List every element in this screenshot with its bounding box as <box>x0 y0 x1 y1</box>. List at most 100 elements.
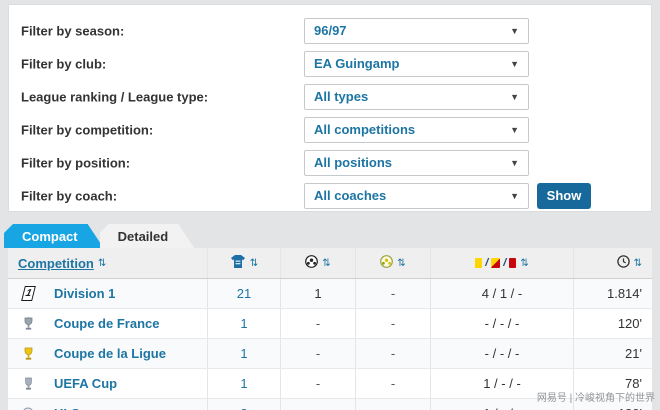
minutes-column-header: ⇅ <box>573 248 652 278</box>
appearances-cell[interactable]: 2 <box>207 399 280 410</box>
filter-row-competition: Filter by competition: All competitions … <box>9 113 651 146</box>
league-type-select[interactable]: All types ▼ <box>304 83 529 110</box>
cards-cell: 1 / - / - <box>430 369 573 398</box>
cards-cell: 4 / 1 / - <box>430 279 573 308</box>
position-select[interactable]: All positions ▼ <box>304 149 529 176</box>
tab-compact[interactable]: Compact <box>4 224 104 248</box>
filter-row-season: Filter by season: 96/97 ▼ <box>9 14 651 47</box>
netease-watermark: 网易号 | 冷峻视角下的世界 <box>536 393 655 404</box>
card-separator: / <box>503 257 507 269</box>
sort-icon[interactable]: ⇅ <box>397 257 406 269</box>
jersey-icon <box>230 255 246 271</box>
filter-panel: Filter by season: 96/97 ▼ Filter by club… <box>8 4 652 212</box>
cards-cell: - / - / - <box>430 309 573 338</box>
goals-cell: - <box>280 339 355 368</box>
season-select-value: 96/97 <box>314 23 347 38</box>
goals-cell: 1 <box>280 279 355 308</box>
table-header-row: Competition ⇅ ⇅ ⇅ ⇅ <box>8 248 652 279</box>
sort-icon[interactable]: ⇅ <box>322 257 331 269</box>
appearances-column-header: ⇅ <box>207 248 280 278</box>
minutes-cell: 21' <box>573 339 652 368</box>
cards-cell: 1 / - / - <box>430 399 573 410</box>
sort-icon[interactable]: ⇅ <box>633 257 642 269</box>
ball-icon <box>305 255 319 271</box>
chevron-down-icon: ▼ <box>510 190 519 201</box>
minutes-cell: 78' <box>573 369 652 398</box>
filter-row-coach: Filter by coach: All coaches ▼ Show <box>9 179 651 212</box>
red-card-icon <box>509 258 517 268</box>
goals-cell: - <box>280 369 355 398</box>
competition-stats-table: Competition ⇅ ⇅ ⇅ ⇅ <box>8 248 652 410</box>
table-row-uefa-cup: UEFA Cup 1 - - 1 / - / - 78' <box>8 369 652 399</box>
sort-icon[interactable]: ⇅ <box>97 257 107 269</box>
cards-column-header: / / ⇅ <box>430 248 573 278</box>
competition-link[interactable]: UI Cup <box>54 406 96 410</box>
competition-select[interactable]: All competitions ▼ <box>304 116 529 143</box>
assists-cell: - <box>355 399 430 410</box>
division-1-logo-icon: 1 <box>18 286 38 301</box>
assists-cell: - <box>355 369 430 398</box>
competition-cell: Coupe de la Ligue <box>8 339 207 368</box>
assists-cell: - <box>355 339 430 368</box>
coach-select[interactable]: All coaches ▼ <box>304 182 529 209</box>
competition-link[interactable]: Division 1 <box>54 286 116 301</box>
show-button[interactable]: Show <box>537 182 591 209</box>
table-row-ui-cup: UI Cup 2 - - 1 / - / - 180' <box>8 399 652 410</box>
coach-filter-label: Filter by coach: <box>21 188 118 203</box>
club-select[interactable]: EA Guingamp ▼ <box>304 50 529 77</box>
chevron-down-icon: ▼ <box>510 124 519 135</box>
filter-row-club: Filter by club: EA Guingamp ▼ <box>9 47 651 80</box>
chevron-down-icon: ▼ <box>510 91 519 102</box>
goals-cell: - <box>280 399 355 410</box>
assists-column-header: ⇅ <box>355 248 430 278</box>
minutes-cell: 120' <box>573 309 652 338</box>
uefa-cup-logo-icon <box>18 377 38 391</box>
competition-cell: Coupe de France <box>8 309 207 338</box>
appearances-cell[interactable]: 1 <box>207 339 280 368</box>
table-row-coupe-de-la-ligue: Coupe de la Ligue 1 - - - / - / - 21' <box>8 339 652 369</box>
cards-cell: - / - / - <box>430 339 573 368</box>
sort-icon[interactable]: ⇅ <box>520 257 529 269</box>
competition-filter-label: Filter by competition: <box>21 122 154 137</box>
competition-cell: UI Cup <box>8 399 207 410</box>
league-type-filter-label: League ranking / League type: <box>21 89 209 104</box>
chevron-down-icon: ▼ <box>510 25 519 36</box>
coach-select-value: All coaches <box>314 188 387 203</box>
club-filter-label: Filter by club: <box>21 56 107 71</box>
appearances-cell[interactable]: 21 <box>207 279 280 308</box>
appearances-cell[interactable]: 1 <box>207 369 280 398</box>
coupe-de-la-ligue-logo-icon <box>18 347 38 361</box>
position-filter-label: Filter by position: <box>21 155 131 170</box>
season-select[interactable]: 96/97 ▼ <box>304 17 529 44</box>
sort-icon[interactable]: ⇅ <box>249 257 259 269</box>
chevron-down-icon: ▼ <box>510 58 519 69</box>
yellow-card-icon <box>475 258 483 268</box>
yellow-red-card-icon <box>491 258 501 268</box>
club-select-value: EA Guingamp <box>314 56 400 71</box>
table-row-division-1: 1 Division 1 21 1 - 4 / 1 / - 1.814' <box>8 279 652 309</box>
coupe-de-france-logo-icon <box>18 316 38 331</box>
league-type-select-value: All types <box>314 89 369 104</box>
filter-row-league-type: League ranking / League type: All types … <box>9 80 651 113</box>
competition-column-header: Competition ⇅ <box>8 248 207 278</box>
assists-cell: - <box>355 279 430 308</box>
competition-select-value: All competitions <box>314 122 416 137</box>
card-separator: / <box>485 257 489 269</box>
season-filter-label: Filter by season: <box>21 23 125 38</box>
appearances-cell[interactable]: 1 <box>207 309 280 338</box>
assists-cell: - <box>355 309 430 338</box>
clock-icon <box>616 255 630 271</box>
view-tabs: Compact Detailed <box>4 224 194 248</box>
goals-cell: - <box>280 309 355 338</box>
filter-row-position: Filter by position: All positions ▼ <box>9 146 651 179</box>
competition-link[interactable]: UEFA Cup <box>54 376 118 391</box>
competition-link[interactable]: Coupe de France <box>54 316 160 331</box>
minutes-cell: 180' <box>573 399 652 410</box>
competition-link[interactable]: Coupe de la Ligue <box>54 346 166 361</box>
chevron-down-icon: ▼ <box>510 157 519 168</box>
competition-header-link[interactable]: Competition <box>18 255 94 271</box>
table-row-coupe-de-france: Coupe de France 1 - - - / - / - 120' <box>8 309 652 339</box>
goals-column-header: ⇅ <box>280 248 355 278</box>
tab-detailed[interactable]: Detailed <box>100 224 195 248</box>
